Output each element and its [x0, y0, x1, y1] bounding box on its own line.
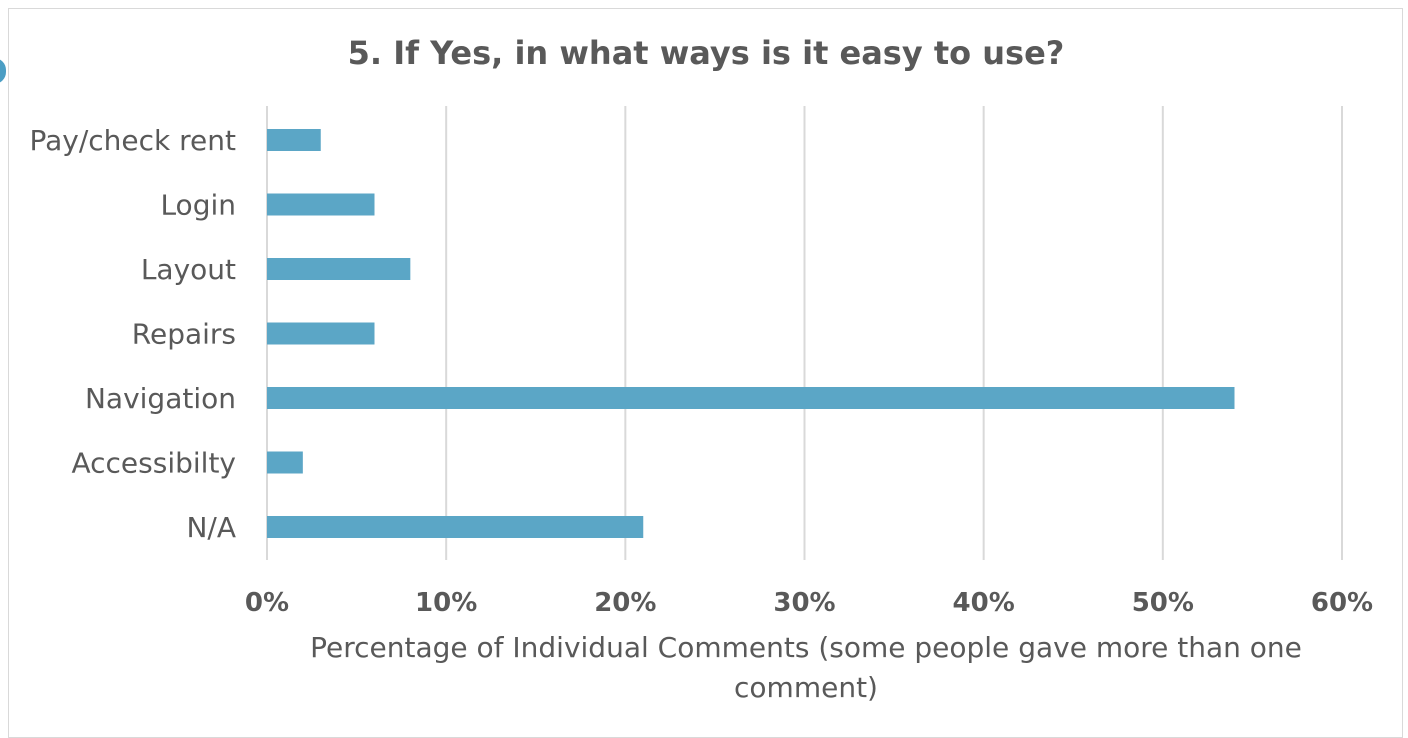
category-label: N/A [186, 511, 236, 544]
x-tick-labels: 0% 10% 20% 30% 40% 50% 60% [245, 588, 1373, 618]
bars [267, 129, 1235, 538]
category-label: Accessibilty [71, 447, 236, 480]
x-tick-label: 20% [594, 588, 656, 618]
category-label: Pay/check rent [29, 124, 236, 157]
x-tick-label: 60% [1311, 588, 1373, 618]
side-tab-indicator [0, 58, 6, 84]
gridlines [266, 106, 1343, 560]
bar-pay-check-rent [267, 129, 321, 151]
category-label: Login [160, 189, 236, 222]
bar-repairs [267, 322, 375, 345]
bar-login [267, 193, 375, 216]
x-tick-label: 50% [1132, 588, 1194, 618]
x-tick-label: 40% [953, 588, 1015, 618]
x-axis-title-line-1: Percentage of Individual Comments (some … [310, 631, 1302, 664]
bar-layout [267, 258, 411, 280]
bar-navigation [267, 387, 1235, 409]
category-label: Navigation [85, 382, 236, 415]
x-tick-label: 0% [245, 588, 289, 618]
chart-frame [8, 8, 1403, 738]
x-tick-label: 10% [415, 588, 477, 618]
chart-title: 5. If Yes, in what ways is it easy to us… [348, 34, 1065, 72]
category-label: Repairs [132, 318, 236, 351]
x-tick-label: 30% [773, 588, 835, 618]
category-label: Layout [141, 253, 236, 286]
x-axis-title-line-2: comment) [734, 671, 878, 704]
category-labels: Pay/check rent Login Layout Repairs Navigati… [29, 124, 236, 544]
bar-accessibilty [267, 451, 303, 474]
bar-n-a [267, 516, 644, 538]
